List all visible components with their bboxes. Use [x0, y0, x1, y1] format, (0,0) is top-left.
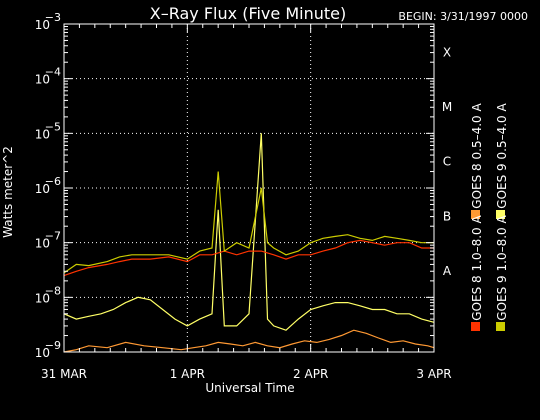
y-tick-label-exponent: −4 — [45, 66, 61, 79]
legend: GOES 9 0.5–4.0 A GOES 9 1.0–8.0 A GOES 8 0… — [470, 103, 509, 331]
y-tick-label: 10 — [35, 18, 50, 32]
y-axis-label: Watts meter^2 — [1, 146, 15, 238]
y-tick-label: 10 — [35, 346, 50, 360]
y-tick-label-exponent: −8 — [45, 284, 61, 297]
y-tick-label-exponent: −3 — [45, 11, 61, 24]
x-tick-label: 3 APR — [416, 367, 451, 381]
series-line — [63, 239, 434, 277]
series-line — [63, 329, 435, 353]
y-tick-label: 10 — [35, 291, 50, 305]
x-tick-label: 31 MAR — [41, 367, 87, 381]
y-tick-label: 10 — [35, 182, 50, 196]
y-tick-label-exponent: −6 — [45, 175, 61, 188]
series-layer — [63, 133, 435, 353]
flare-class-label: X — [443, 45, 451, 59]
x-tick-label: 2 APR — [293, 367, 328, 381]
grid — [64, 24, 434, 352]
chart-title: X–Ray Flux (Five Minute) — [150, 4, 346, 23]
legend-label: GOES 9 0.5–4.0 A — [495, 103, 509, 209]
legend-label: GOES 9 1.0–8.0 A — [495, 215, 509, 321]
y-tick-label: 10 — [35, 73, 50, 87]
y-tick-label-exponent: −5 — [45, 120, 61, 133]
legend-swatch — [471, 322, 480, 331]
series-line — [63, 133, 435, 331]
legend-label: GOES 8 1.0–8.0 A — [470, 215, 484, 321]
y-tick-label: 10 — [35, 237, 50, 251]
legend-label: GOES 8 0.5–4.0 A — [470, 103, 484, 209]
begin-label: BEGIN: 3/31/1997 0000 — [398, 10, 528, 23]
series-line — [63, 171, 434, 274]
x-tick-label: 1 APR — [170, 367, 205, 381]
flare-class-label: A — [443, 264, 452, 278]
legend-swatch — [496, 210, 505, 219]
legend-swatch — [471, 210, 480, 219]
flare-class-label: C — [443, 155, 451, 169]
flare-class-label: M — [442, 100, 452, 114]
axis-ticks: 10−910−810−710−610−510−410−331 MAR 1 APR 2… — [35, 11, 452, 381]
legend-swatch — [496, 322, 505, 331]
y-tick-label-exponent: −9 — [45, 339, 61, 352]
y-tick-label: 10 — [35, 127, 50, 141]
x-axis-label: Universal Time — [205, 381, 294, 395]
y-tick-label-exponent: −7 — [45, 230, 61, 243]
flare-class-label: B — [443, 209, 451, 223]
